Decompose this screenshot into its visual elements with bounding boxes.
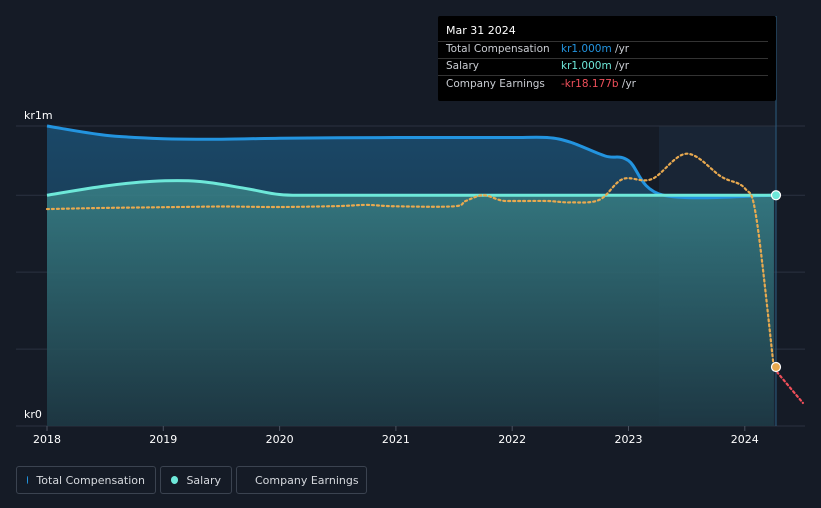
tooltip-value: kr1.000m /yr: [561, 60, 630, 72]
line-total-compensation: [46, 124, 774, 200]
series-lines: [45, 124, 804, 404]
legend-label: Total Compensation: [36, 473, 145, 487]
legend-label: Salary: [186, 473, 221, 487]
y-axis: kr1m kr0: [24, 109, 53, 421]
tooltip: Mar 31 2024 Total Compensation kr1.000m …: [438, 16, 776, 101]
area-salary: [47, 180, 774, 426]
legend-label: Company Earnings: [255, 473, 359, 487]
tooltip-divider: [438, 41, 768, 42]
tooltip-label: Salary: [446, 60, 479, 72]
tooltip-value: -kr18.177b /yr: [561, 78, 636, 90]
x-tick-label: 2023: [615, 433, 643, 446]
legend-dot-icon: [171, 476, 179, 484]
earnings-marker: [770, 361, 782, 373]
x-tick-label: 2019: [149, 433, 177, 446]
line-company-earnings: [45, 152, 775, 370]
legend-dot-icon: [27, 476, 29, 484]
line-salary: [46, 179, 774, 197]
salary-marker: [770, 190, 782, 201]
x-tick-label: 2020: [266, 433, 294, 446]
tooltip-value: kr1.000m /yr: [561, 43, 630, 55]
tooltip-row-total: Total Compensation kr1.000m /yr: [446, 43, 629, 55]
tooltip-divider: [438, 58, 768, 59]
legend-item-company-earnings[interactable]: Company Earnings: [236, 466, 367, 494]
x-tick-label: 2022: [498, 433, 526, 446]
y-tick-label: kr0: [24, 408, 42, 421]
x-tick-label: 2024: [731, 433, 759, 446]
series-markers: [770, 190, 782, 373]
tooltip-label: Total Compensation: [446, 43, 550, 55]
tooltip-label: Company Earnings: [446, 78, 545, 90]
line-company-earnings-negative: [772, 367, 804, 404]
tooltip-row-earnings: Company Earnings -kr18.177b /yr: [446, 78, 636, 90]
series-areas: [47, 126, 774, 426]
x-tick-label: 2021: [382, 433, 410, 446]
legend-item-total-compensation[interactable]: Total Compensation: [16, 466, 156, 494]
x-axis: 2018 2019 2020 2021 2022 2023 2024: [33, 426, 759, 446]
y-tick-label: kr1m: [24, 109, 53, 122]
legend-item-salary[interactable]: Salary: [160, 466, 232, 494]
tooltip-divider: [438, 75, 768, 76]
tooltip-row-salary: Salary kr1.000m /yr: [446, 60, 629, 72]
tooltip-date: Mar 31 2024: [446, 24, 516, 37]
x-tick-label: 2018: [33, 433, 61, 446]
